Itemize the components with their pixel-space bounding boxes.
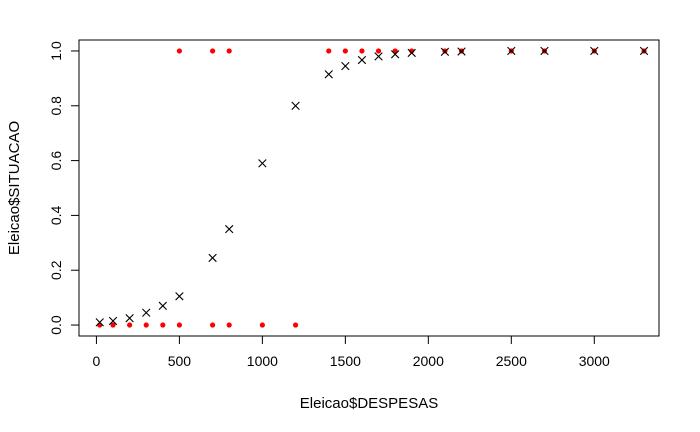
fitted-point (208, 253, 217, 263)
x-tick-label: 2500 (496, 353, 527, 369)
observed-point (226, 48, 232, 54)
x-tick-label: 1500 (330, 353, 361, 369)
y-tick-label: 0.4 (48, 205, 64, 225)
fitted-point (357, 55, 367, 65)
y-tick-label: 1.0 (48, 41, 64, 61)
data-points (95, 46, 649, 328)
y-tick-label: 0.0 (48, 315, 64, 335)
observed-point (143, 322, 149, 328)
plot-frame (78, 39, 660, 337)
fitted-point (590, 46, 599, 56)
observed-point (110, 322, 116, 328)
fitted-point (108, 316, 118, 326)
fitted-point (95, 318, 104, 327)
observed-point (259, 322, 265, 328)
fitted-point (175, 292, 184, 301)
observed-point (97, 322, 103, 328)
fitted-point (158, 301, 167, 311)
fitted-point (407, 48, 416, 58)
fitted-point (291, 101, 300, 110)
x-tick-label: 1000 (247, 353, 278, 369)
observed-point (375, 48, 382, 54)
x-tick-label: 2000 (413, 353, 444, 369)
observed-point (160, 322, 166, 328)
observed-point (127, 322, 133, 328)
observed-point (209, 322, 216, 328)
fitted-point (324, 70, 333, 79)
y-tick-label: 0.8 (48, 96, 64, 116)
observed-point (292, 322, 299, 328)
y-tick-label: 0.2 (48, 260, 64, 280)
fitted-point (142, 308, 151, 317)
fitted-point (374, 52, 383, 61)
fitted-point (440, 47, 450, 56)
x-tick-label: 0 (93, 353, 101, 369)
observed-point (342, 48, 348, 54)
fitted-point (507, 46, 516, 56)
observed-point (226, 322, 232, 328)
observed-point (326, 48, 332, 54)
fitted-point (224, 224, 234, 234)
fitted-point (540, 46, 549, 56)
fitted-point (390, 50, 400, 59)
observed-point (442, 48, 448, 54)
fitted-point (125, 313, 134, 323)
x-axis-label: Eleicao$DESPESAS (300, 395, 438, 412)
observed-point (176, 322, 183, 328)
fitted-point (341, 61, 350, 71)
observed-point (359, 48, 365, 54)
observed-point (176, 48, 183, 54)
x-axis: 0 500 1000 1500 2000 2500 3000 (93, 335, 610, 369)
fitted-point (639, 46, 649, 56)
y-tick-label: 0.6 (48, 151, 64, 171)
fitted-point (258, 159, 267, 168)
x-tick-label: 3000 (579, 353, 610, 369)
fitted-point (457, 47, 466, 56)
x-tick-label: 500 (168, 353, 192, 369)
y-axis-label: Eleicao$SITUACAO (6, 121, 23, 255)
observed-point (209, 48, 216, 54)
y-axis: 0.0 0.2 0.4 0.6 0.8 1.0 (48, 41, 80, 335)
